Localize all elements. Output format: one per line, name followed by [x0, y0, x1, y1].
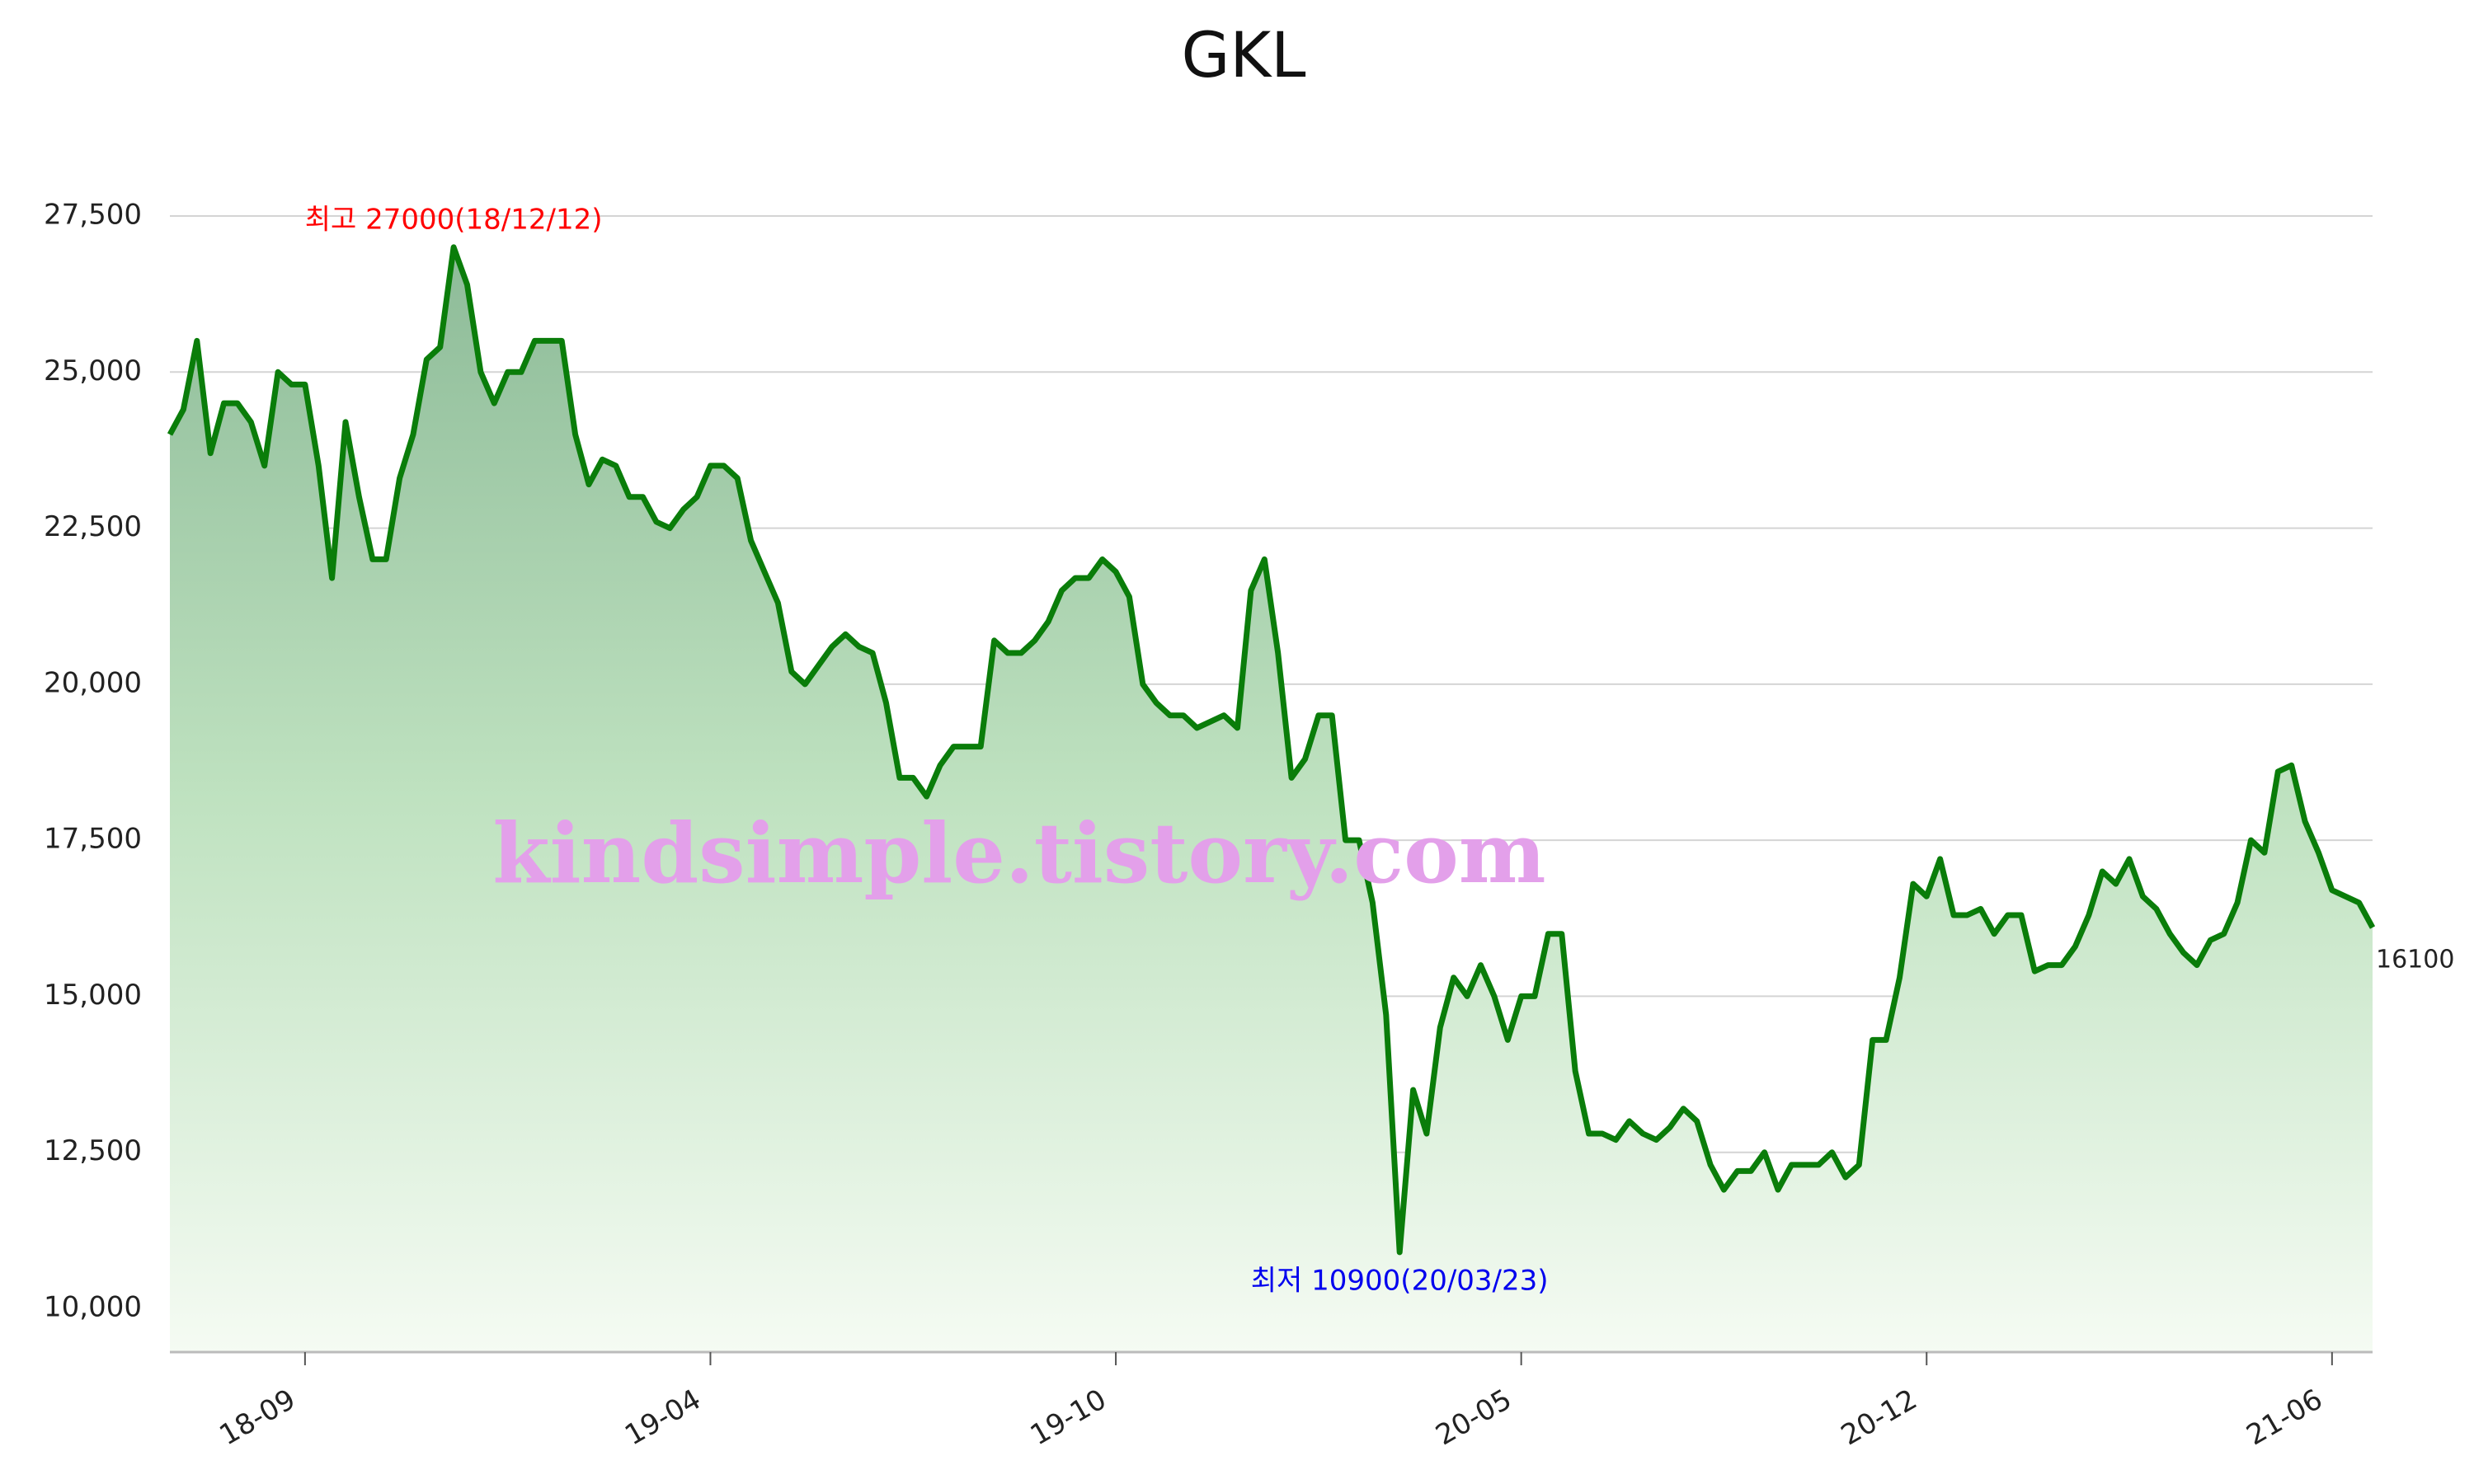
y-tick-label: 25,000	[44, 355, 142, 387]
y-tick-label: 22,500	[44, 510, 142, 543]
line	[167, 244, 2376, 1256]
max-annotation: 최고 27000(18/12/12)	[305, 203, 603, 236]
y-tick-label: 12,500	[44, 1134, 142, 1167]
y-tick-label: 27,500	[44, 199, 142, 232]
chart-title: GKL	[1181, 18, 1305, 92]
y-tick-label: 15,000	[44, 979, 142, 1012]
x-tick-label: 19-10	[1025, 1383, 1112, 1452]
x-tick-label: 19-04	[619, 1383, 707, 1452]
x-tick-label: 20-05	[1430, 1383, 1517, 1452]
x-tick-label: 18-09	[214, 1383, 302, 1452]
x-tick-label: 20-12	[1836, 1383, 1923, 1452]
y-tick-label: 20,000	[44, 666, 142, 699]
y-tick-label: 10,000	[44, 1291, 142, 1324]
min-annotation: 최저 10900(20/03/23)	[1251, 1264, 1549, 1297]
area	[170, 247, 2373, 1352]
last-value-label: 16100	[2376, 946, 2454, 974]
watermark: kindsimple.tistory.com	[492, 805, 1545, 902]
y-tick-label: 17,500	[44, 823, 142, 856]
x-tick-label: 21-06	[2241, 1383, 2329, 1452]
